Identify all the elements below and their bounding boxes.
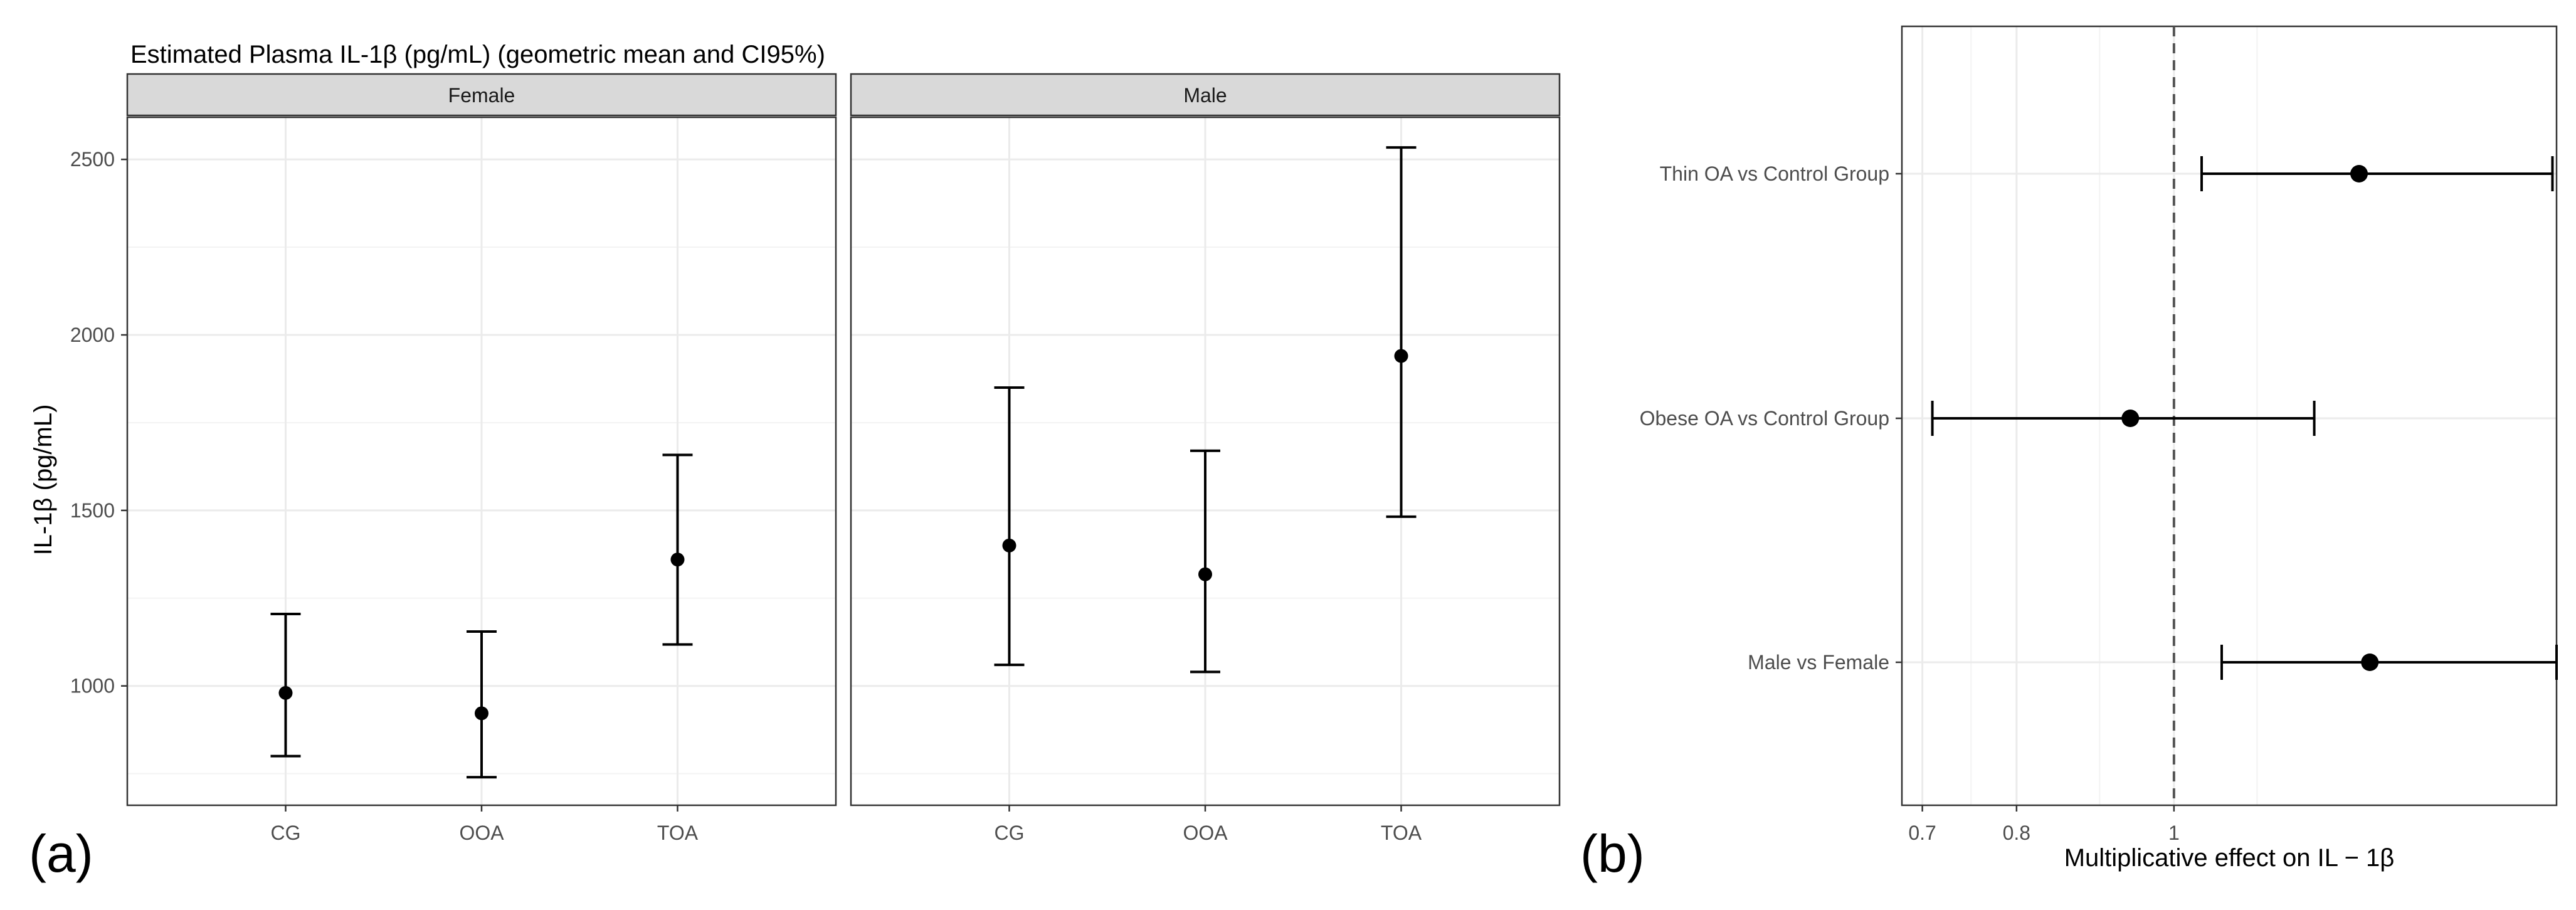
panel-label-b: (b) — [1580, 824, 1645, 883]
estimate-point — [2361, 653, 2379, 671]
x-tick-label: 0.8 — [2003, 822, 2030, 844]
x-tick-label: OOA — [1183, 822, 1228, 844]
y-tick-label: 1500 — [70, 499, 115, 522]
panel-background — [1902, 26, 2557, 805]
mean-point — [670, 553, 685, 567]
facet-strip — [126, 73, 837, 117]
facet-male: Male CG OOA TOA — [850, 73, 1561, 844]
estimate-point — [2121, 410, 2140, 427]
x-tick-label: OOA — [459, 822, 504, 844]
panel-border — [1901, 25, 2558, 807]
effect-estimate-row — [2200, 156, 2554, 191]
y-tick-label: 2500 — [70, 148, 115, 171]
x-tick-label: 1 — [2168, 822, 2180, 844]
y-axis-ticks: 1000 1500 2000 2500 — [70, 148, 127, 697]
x-tick-label: TOA — [1381, 822, 1422, 844]
estimate-point — [2350, 165, 2368, 183]
panel-b-chart: Thin OA vs Control Group Obese OA vs Cont… — [1580, 25, 2558, 883]
error-bar-cg — [994, 386, 1025, 667]
effect-estimate-row — [2220, 645, 2558, 680]
mean-point — [475, 706, 488, 721]
effect-estimate-row — [1931, 401, 2316, 436]
y-tick-label: 2000 — [70, 324, 115, 346]
x-axis-title: Multiplicative effect on IL − 1β — [2064, 844, 2395, 872]
facet-panels: Female CG OOA TOA Male CG OOA TOA — [126, 73, 1561, 844]
panel-a-chart: Estimated Plasma IL-1β (pg/mL) (geometri… — [29, 41, 1561, 883]
mean-point — [1394, 349, 1408, 363]
x-tick-label: TOA — [657, 822, 699, 844]
facet-strip-label: Male — [1183, 84, 1227, 107]
error-bar-toa — [662, 453, 693, 646]
x-tick-label: CG — [995, 822, 1025, 844]
error-bar-cg — [270, 612, 301, 758]
x-tick-label: 0.7 — [1908, 822, 1936, 844]
facet-strip-label: Female — [448, 84, 515, 107]
y-axis-title: IL-1β (pg/mL) — [29, 405, 57, 556]
row-label: Obese OA vs Control Group — [1640, 407, 1889, 430]
mean-point — [1002, 538, 1016, 553]
facet-female: Female CG OOA TOA — [126, 73, 837, 844]
error-bar-ooa — [1190, 449, 1220, 674]
chart-title: Estimated Plasma IL-1β (pg/mL) (geometri… — [130, 41, 825, 68]
mean-point — [1198, 567, 1212, 581]
error-bar-ooa — [467, 630, 497, 779]
facet-strip — [850, 73, 1561, 117]
row-label: Male vs Female — [1748, 651, 1889, 674]
y-tick-label: 1000 — [70, 675, 115, 697]
panel-label-a: (a) — [29, 824, 93, 883]
mean-point — [278, 685, 293, 700]
error-bar-toa — [1386, 146, 1417, 518]
row-label: Thin OA vs Control Group — [1660, 162, 1889, 185]
x-tick-label: CG — [271, 822, 301, 844]
forest-plot-area: Thin OA vs Control Group Obese OA vs Cont… — [1640, 25, 2558, 844]
